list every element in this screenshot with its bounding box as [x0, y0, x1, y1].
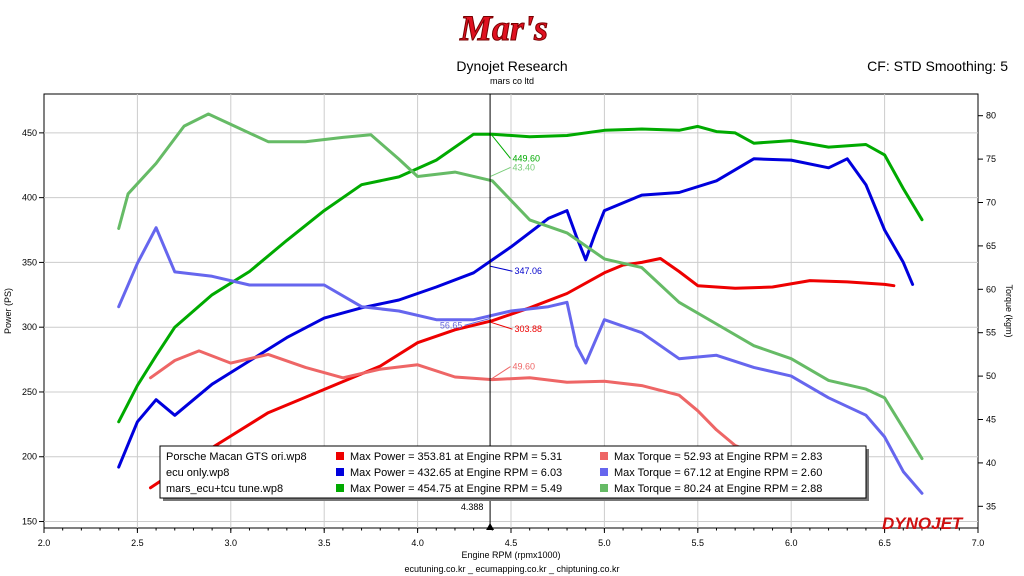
cursor-value-label: 49.60 — [512, 362, 535, 372]
legend-power-text: Max Power = 432.65 at Engine RPM = 6.03 — [350, 467, 562, 479]
x-tick-label: 2.5 — [131, 538, 144, 548]
x-tick-label: 4.5 — [505, 538, 518, 548]
legend-torque-swatch — [600, 468, 608, 476]
dynojet-logo: DYNOJET — [882, 514, 964, 533]
axes: 2.0 2.5 3.0 3.5 4.0 4.5 5.0 5.5 6.0 6.5 7.0 150 200 2… — [3, 111, 1014, 560]
brand-text: DYNOJET — [882, 514, 964, 533]
cursor-value-label: 347.06 — [514, 266, 542, 276]
legend-power-swatch — [336, 468, 344, 476]
cursor-value-label: 303.88 — [514, 324, 542, 334]
legend-power-text: Max Power = 454.75 at Engine RPM = 5.49 — [350, 483, 562, 495]
y2-tick-label: 40 — [986, 458, 996, 468]
chart-title: Dynojet Research — [456, 58, 568, 74]
legend-run-name: ecu only.wp8 — [166, 467, 229, 479]
cursor-callout-line — [490, 366, 511, 380]
logo-text: Mar's — [459, 8, 548, 48]
legend-torque-text: Max Torque = 52.93 at Engine RPM = 2.83 — [614, 451, 822, 463]
series-line — [117, 157, 915, 469]
legend-run-name: Porsche Macan GTS ori.wp8 — [166, 451, 307, 463]
legend-power-swatch — [336, 452, 344, 460]
x-tick-label: 2.0 — [38, 538, 51, 548]
y-tick-label: 400 — [22, 193, 37, 203]
x-tick-label: 5.5 — [692, 538, 705, 548]
y-tick-label: 350 — [22, 257, 37, 267]
legend: Porsche Macan GTS ori.wp8 Max Power = 353… — [159, 445, 869, 501]
y2-axis-label: Torque (kgm) — [1004, 284, 1014, 337]
x-tick-label: 6.5 — [878, 538, 891, 548]
series-line — [117, 226, 924, 495]
x-tick-label: 7.0 — [972, 538, 985, 548]
correction-factor-label: CF: STD Smoothing: 5 — [867, 58, 1008, 74]
legend-power-text: Max Power = 353.81 at Engine RPM = 5.31 — [350, 451, 562, 463]
cursor-callout-line — [490, 265, 513, 272]
legend-torque-text: Max Torque = 67.12 at Engine RPM = 2.60 — [614, 467, 822, 479]
x-tick-label: 3.0 — [225, 538, 238, 548]
legend-run-name: mars_ecu+tcu tune.wp8 — [166, 483, 283, 495]
series-line — [117, 112, 924, 461]
y-tick-label: 150 — [22, 517, 37, 527]
y-tick-label: 300 — [22, 322, 37, 332]
x-tick-label: 4.0 — [411, 538, 424, 548]
mars-logo: Mar's — [459, 8, 549, 49]
cursor-callout-line — [490, 167, 511, 177]
x-tick-label: 3.5 — [318, 538, 331, 548]
cursor-callout-line — [490, 321, 513, 330]
cursor-marker — [486, 523, 495, 530]
y2-tick-label: 70 — [986, 198, 996, 208]
legend-box — [159, 445, 867, 499]
cursor-callout-line — [490, 133, 511, 159]
y-tick-label: 250 — [22, 387, 37, 397]
y-tick-label: 200 — [22, 452, 37, 462]
series-line — [149, 257, 896, 490]
cursor-value-label: 56.65 — [440, 320, 463, 330]
x-axis-label: Engine RPM (rpmx1000) — [461, 550, 560, 560]
y2-tick-label: 80 — [986, 111, 996, 121]
legend-torque-swatch — [600, 452, 608, 460]
y-tick-label: 450 — [22, 128, 37, 138]
cursor-value-label: 449.60 — [512, 153, 540, 163]
x-tick-label: 6.0 — [785, 538, 798, 548]
chart-subtitle: mars co ltd — [489, 76, 534, 86]
series-line — [149, 349, 793, 461]
y2-tick-label: 55 — [986, 328, 996, 338]
legend-torque-text: Max Torque = 80.24 at Engine RPM = 2.88 — [614, 483, 822, 495]
cursor-callout-line — [464, 317, 491, 326]
y2-tick-label: 60 — [986, 284, 996, 294]
cursor-value-label: 43.40 — [512, 162, 535, 172]
legend-power-swatch — [336, 484, 344, 492]
y2-tick-label: 35 — [986, 501, 996, 511]
y-axis-label: Power (PS) — [3, 288, 13, 334]
y2-tick-label: 75 — [986, 154, 996, 164]
legend-torque-swatch — [600, 484, 608, 492]
cursor-rpm-label: 4.388 — [461, 502, 484, 512]
y2-tick-label: 45 — [986, 415, 996, 425]
series-line — [117, 124, 924, 424]
series-group — [117, 112, 924, 495]
x-tick-label: 5.0 — [598, 538, 611, 548]
y2-tick-label: 50 — [986, 371, 996, 381]
footer-links: ecutuning.co.kr _ ecumapping.co.kr _ chi… — [404, 564, 620, 574]
y2-tick-label: 65 — [986, 241, 996, 251]
